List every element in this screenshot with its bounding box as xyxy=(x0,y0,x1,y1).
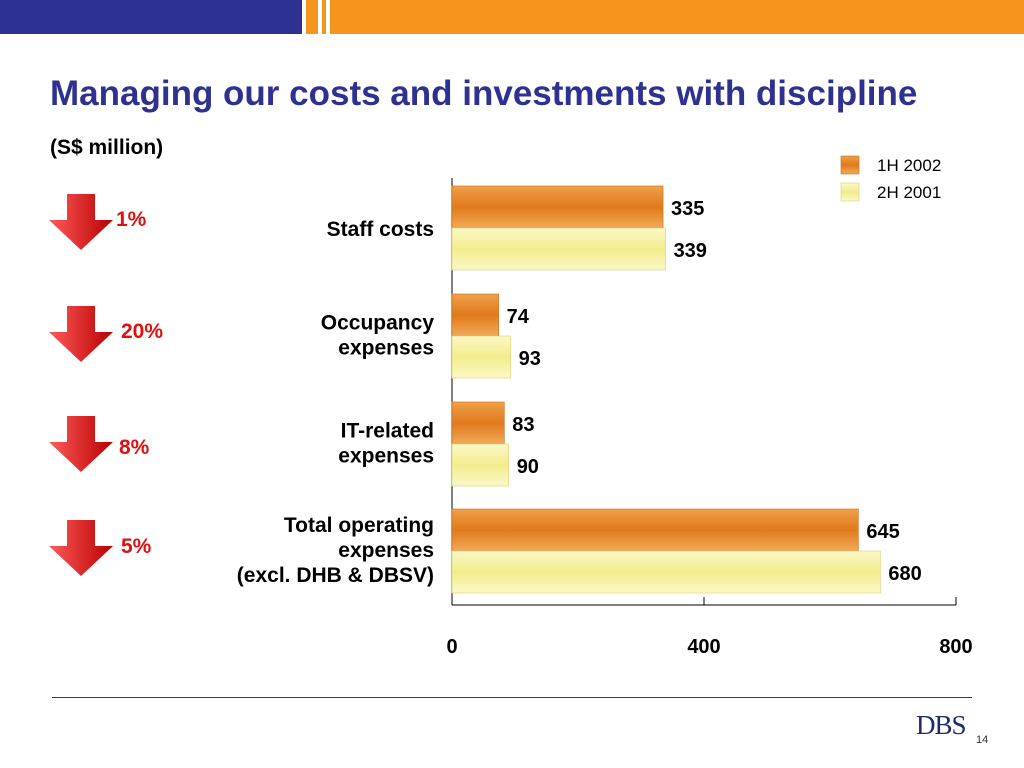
legend-label: 2H 2001 xyxy=(877,183,941,202)
legend-swatch xyxy=(840,155,860,175)
top-bar-accent-1 xyxy=(306,0,318,34)
page-subtitle: (S$ million) xyxy=(50,136,164,159)
category-label: Staff costs xyxy=(327,218,434,241)
top-bar-orange xyxy=(330,0,1024,34)
footer-divider xyxy=(52,697,972,698)
bar-value-label: 90 xyxy=(517,456,539,478)
bar xyxy=(451,293,499,337)
x-tick-label: 400 xyxy=(687,636,720,658)
bar xyxy=(451,508,859,552)
down-arrow-icon xyxy=(49,520,113,576)
bar xyxy=(451,185,664,229)
x-tick-label: 0 xyxy=(446,636,457,658)
category-label: expenses xyxy=(338,445,434,468)
bar xyxy=(451,550,881,594)
category-label: Occupancy xyxy=(321,312,435,335)
category-label: expenses xyxy=(338,539,434,562)
down-arrow-icon xyxy=(49,416,113,472)
page-title: Managing our costs and investments with … xyxy=(50,74,918,113)
bar-value-label: 680 xyxy=(888,563,921,585)
bar-value-label: 74 xyxy=(507,306,530,328)
legend-swatch xyxy=(840,182,860,202)
down-arrow-icon xyxy=(49,306,113,362)
bar xyxy=(451,443,510,487)
change-percent: 5% xyxy=(121,535,152,558)
bar xyxy=(451,401,505,445)
bar xyxy=(451,227,666,271)
dbs-logo: DBS xyxy=(916,710,967,740)
category-label: (excl. DHB & DBSV) xyxy=(237,564,434,587)
x-tick-label: 800 xyxy=(939,636,972,658)
bar-value-label: 339 xyxy=(674,240,707,262)
down-arrow-icon xyxy=(49,194,113,250)
change-percent: 1% xyxy=(116,208,147,231)
legend-label: 1H 2002 xyxy=(877,156,941,175)
category-label: IT-related xyxy=(341,420,434,443)
bar xyxy=(451,335,511,379)
bar-value-label: 335 xyxy=(671,198,704,220)
change-percent: 8% xyxy=(119,436,150,459)
bar-value-label: 83 xyxy=(512,414,534,436)
top-bar-accent-2 xyxy=(322,0,326,34)
change-percent: 20% xyxy=(121,320,164,343)
top-bar-blue xyxy=(0,0,302,34)
page-number: 14 xyxy=(976,734,989,746)
bar-value-label: 645 xyxy=(866,521,899,543)
bar-value-label: 93 xyxy=(519,348,541,370)
category-label: Total operating xyxy=(284,514,434,537)
category-label: expenses xyxy=(338,337,434,360)
